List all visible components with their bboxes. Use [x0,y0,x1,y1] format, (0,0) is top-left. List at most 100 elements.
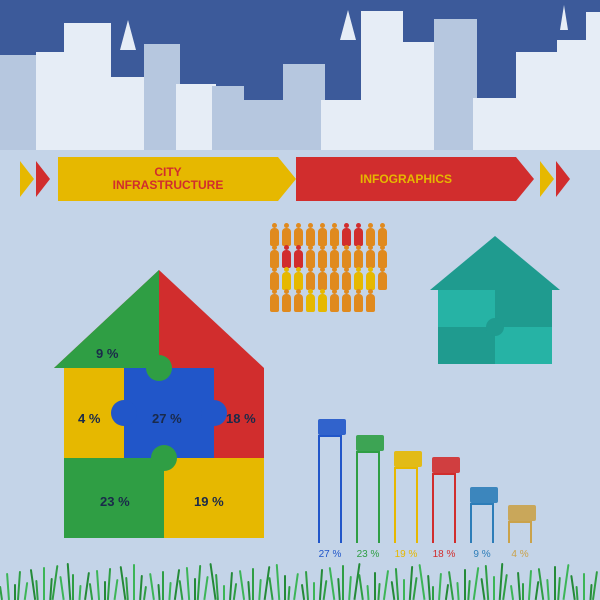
grass-blade [592,571,598,600]
grass-blade [59,576,64,600]
person-icon [366,250,375,268]
person-icon [282,250,291,268]
bar [318,435,342,543]
bar [394,467,418,543]
puzzle-piece-label: 23 % [100,494,130,509]
banner-left-text: CITY INFRASTRUCTURE [113,166,224,192]
grass-blade [517,572,521,600]
people-pictogram [270,228,387,312]
bar-column: 19 % [394,467,418,560]
people-row [270,294,387,312]
grass-blade [395,568,399,600]
grass-blade [247,581,250,600]
grass-blade [157,584,160,600]
grass-blade [143,586,147,600]
person-icon [378,250,387,268]
grass-blade [149,573,155,600]
grass-blade [576,586,579,600]
person-icon [354,250,363,268]
person-icon [294,294,303,312]
grass-blade [139,575,143,600]
grass-blade [268,577,273,600]
person-icon [294,250,303,268]
grass-blade [546,579,549,600]
person-icon [330,294,339,312]
person-icon [354,294,363,312]
grass-blade [583,573,585,600]
grass-blade [467,580,470,600]
bar-column: 4 % [508,521,532,560]
bar-top-icon [508,505,536,521]
grass-blade [403,579,405,600]
grass-blade [528,570,532,600]
grass-blade [35,580,38,600]
person-icon [318,250,327,268]
grass-blade [203,576,208,600]
grass-blade [329,567,336,600]
grass-blade [473,567,480,600]
puzzle-piece-label: 4 % [78,411,101,426]
person-icon [354,272,363,290]
person-icon [306,294,315,312]
person-icon [378,272,387,290]
bar [432,473,456,543]
grass-blade [502,574,508,600]
bar-column: 27 % [318,435,342,560]
grass-blade [72,574,74,600]
skyline [0,0,600,150]
person-icon [366,272,375,290]
grass-blade [464,569,466,600]
person-icon [270,250,279,268]
person-icon [342,294,351,312]
grass-blade [535,581,540,600]
person-icon [306,272,315,290]
grass-blade [186,567,190,600]
bar-label: 23 % [357,549,380,560]
puzzle-piece-label: 27 % [152,411,182,426]
grass-blade [43,567,45,600]
grass-blade [419,564,426,600]
grass-blade [252,568,254,600]
grass-blade [391,581,396,600]
person-icon [342,250,351,268]
grass-blade [438,573,442,600]
grass-blade [52,565,59,600]
infographic-canvas: CITY INFRASTRUCTUREINFOGRAPHICS 9 % 4 % 27 … [0,0,600,600]
grass-blade [493,576,495,600]
grass-blade [554,566,556,600]
grass-blade [445,584,449,600]
grass-blade [125,577,129,600]
grass-blade [563,564,570,600]
person-icon [330,272,339,290]
bar-top-icon [394,451,422,467]
person-icon [318,294,327,312]
people-row [270,228,387,246]
bar-top-icon [318,419,346,435]
bar-label: 9 % [473,549,490,560]
grass-blade [456,582,459,600]
person-icon [354,228,363,246]
person-icon [282,228,291,246]
chevron-icon [36,161,50,197]
title-banner: CITY INFRASTRUCTUREINFOGRAPHICS [20,157,580,201]
grass-blade [323,580,328,600]
grass-blade [557,577,561,600]
grass-blade [293,573,299,600]
grass-blade [78,585,81,600]
grass-blade [313,582,315,600]
grass-blade [485,565,489,600]
person-icon [330,228,339,246]
grass-blade [337,578,341,600]
puzzle-piece-label: 18 % [226,411,256,426]
bar-top-icon [470,487,498,503]
grass-blade [6,573,10,600]
grass-blade [510,585,514,600]
bar-column: 9 % [470,503,494,560]
person-icon [366,294,375,312]
person-icon [342,272,351,290]
small-puzzle-house [420,230,570,370]
grass-blade [239,570,245,600]
grass-blade [215,574,219,600]
grass-blade [17,571,21,600]
grass-blade [348,576,352,600]
